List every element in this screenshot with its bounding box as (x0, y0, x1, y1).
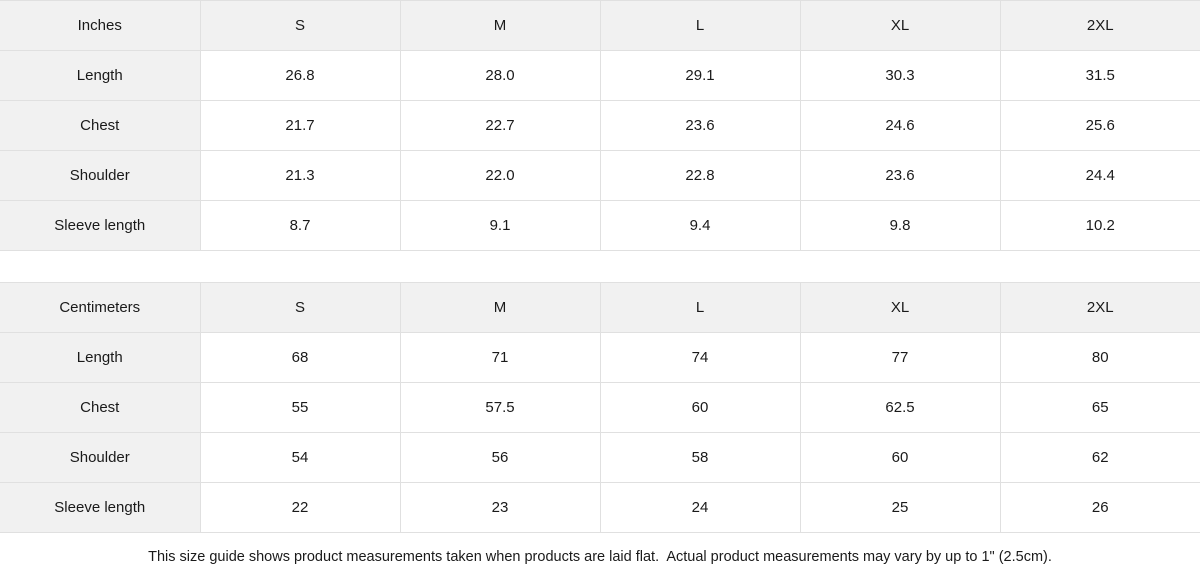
header-row: Centimeters S M L XL 2XL (0, 282, 1200, 333)
cell-length-m: 28.0 (400, 50, 601, 101)
column-header-s: S (200, 0, 401, 51)
column-header-s: S (200, 282, 401, 333)
table-row: Chest 21.7 22.7 23.6 24.6 25.6 (0, 100, 1200, 151)
row-label-length: Length (0, 50, 201, 101)
table-row: Sleeve length 22 23 24 25 26 (0, 482, 1200, 533)
cell-chest-m: 57.5 (400, 382, 601, 433)
table-row: Chest 55 57.5 60 62.5 65 (0, 382, 1200, 433)
table-header-centimeters: Centimeters S M L XL 2XL (0, 282, 1200, 333)
row-label-shoulder: Shoulder (0, 432, 201, 483)
cell-sleeve-length-2xl: 26 (1000, 482, 1200, 533)
table-separator (0, 251, 1200, 282)
cell-shoulder-xl: 23.6 (800, 150, 1001, 201)
column-header-l: L (600, 282, 801, 333)
cell-chest-xl: 62.5 (800, 382, 1001, 433)
row-label-chest: Chest (0, 100, 201, 151)
column-header-xl: XL (800, 282, 1001, 333)
row-label-shoulder: Shoulder (0, 150, 201, 201)
column-header-m: M (400, 0, 601, 51)
table-row: Length 68 71 74 77 80 (0, 332, 1200, 383)
cell-sleeve-length-s: 22 (200, 482, 401, 533)
cell-shoulder-s: 54 (200, 432, 401, 483)
column-header-2xl: 2XL (1000, 282, 1200, 333)
size-guide-footnote: This size guide shows product measuremen… (0, 533, 1200, 580)
cell-length-l: 74 (600, 332, 801, 383)
cell-chest-xl: 24.6 (800, 100, 1001, 151)
unit-label-centimeters: Centimeters (0, 282, 201, 333)
column-header-l: L (600, 0, 801, 51)
cell-shoulder-s: 21.3 (200, 150, 401, 201)
cell-length-2xl: 80 (1000, 332, 1200, 383)
cell-length-s: 26.8 (200, 50, 401, 101)
cell-sleeve-length-s: 8.7 (200, 200, 401, 251)
cell-chest-2xl: 25.6 (1000, 100, 1200, 151)
table-row: Sleeve length 8.7 9.1 9.4 9.8 10.2 (0, 200, 1200, 251)
cell-sleeve-length-2xl: 10.2 (1000, 200, 1200, 251)
cell-length-l: 29.1 (600, 50, 801, 101)
cell-chest-l: 60 (600, 382, 801, 433)
cell-sleeve-length-l: 24 (600, 482, 801, 533)
size-table-inches: Inches S M L XL 2XL Length 26.8 28.0 29.… (0, 0, 1200, 251)
cell-length-s: 68 (200, 332, 401, 383)
cell-sleeve-length-l: 9.4 (600, 200, 801, 251)
cell-chest-s: 21.7 (200, 100, 401, 151)
table-body-centimeters: Length 68 71 74 77 80 Chest 55 57.5 60 6… (0, 332, 1200, 533)
cell-shoulder-xl: 60 (800, 432, 1001, 483)
row-label-length: Length (0, 332, 201, 383)
cell-shoulder-m: 56 (400, 432, 601, 483)
table-row: Shoulder 21.3 22.0 22.8 23.6 24.4 (0, 150, 1200, 201)
table-row: Length 26.8 28.0 29.1 30.3 31.5 (0, 50, 1200, 101)
size-table-centimeters: Centimeters S M L XL 2XL Length 68 71 74… (0, 282, 1200, 533)
column-header-2xl: 2XL (1000, 0, 1200, 51)
cell-chest-2xl: 65 (1000, 382, 1200, 433)
cell-sleeve-length-m: 23 (400, 482, 601, 533)
cell-shoulder-l: 22.8 (600, 150, 801, 201)
unit-label-inches: Inches (0, 0, 201, 51)
column-header-m: M (400, 282, 601, 333)
header-row: Inches S M L XL 2XL (0, 0, 1200, 51)
cell-length-m: 71 (400, 332, 601, 383)
cell-sleeve-length-m: 9.1 (400, 200, 601, 251)
cell-chest-s: 55 (200, 382, 401, 433)
cell-sleeve-length-xl: 25 (800, 482, 1001, 533)
cell-length-2xl: 31.5 (1000, 50, 1200, 101)
table-row: Shoulder 54 56 58 60 62 (0, 432, 1200, 483)
row-label-sleeve-length: Sleeve length (0, 482, 201, 533)
cell-length-xl: 77 (800, 332, 1001, 383)
cell-shoulder-2xl: 24.4 (1000, 150, 1200, 201)
row-label-chest: Chest (0, 382, 201, 433)
cell-sleeve-length-xl: 9.8 (800, 200, 1001, 251)
table-header-inches: Inches S M L XL 2XL (0, 0, 1200, 51)
cell-length-xl: 30.3 (800, 50, 1001, 101)
cell-chest-l: 23.6 (600, 100, 801, 151)
cell-shoulder-l: 58 (600, 432, 801, 483)
cell-chest-m: 22.7 (400, 100, 601, 151)
cell-shoulder-m: 22.0 (400, 150, 601, 201)
cell-shoulder-2xl: 62 (1000, 432, 1200, 483)
table-body-inches: Length 26.8 28.0 29.1 30.3 31.5 Chest 21… (0, 50, 1200, 251)
column-header-xl: XL (800, 0, 1001, 51)
row-label-sleeve-length: Sleeve length (0, 200, 201, 251)
